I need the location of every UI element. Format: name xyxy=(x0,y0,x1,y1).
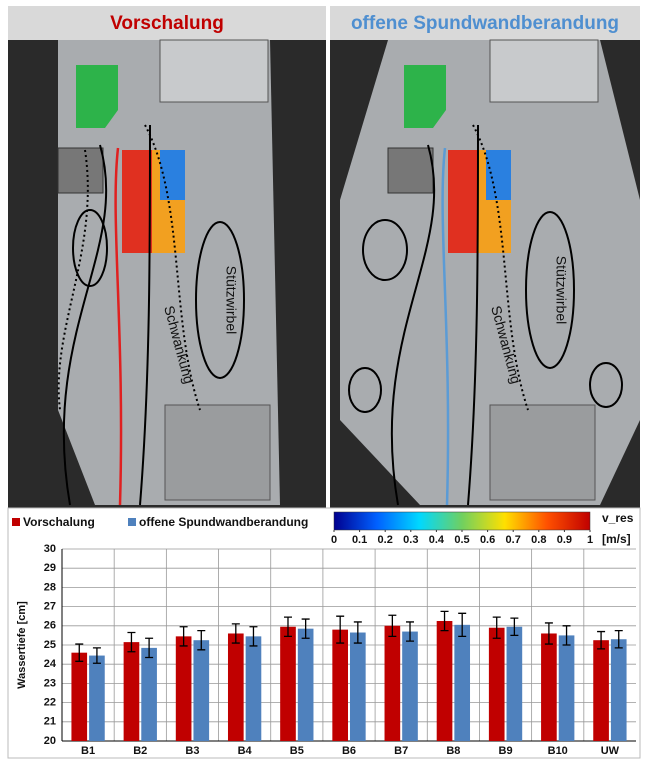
y-tick-label: 23 xyxy=(44,677,56,689)
figure: Vorschalung offene Spundwandberandung St… xyxy=(0,0,646,761)
y-tick-label: 26 xyxy=(44,620,56,632)
colorbar-tick-label: 0.9 xyxy=(557,534,572,546)
legend-label: offene Spundwandberandung xyxy=(139,515,308,529)
bar xyxy=(246,636,262,741)
bar xyxy=(350,633,366,741)
x-tick-label: B9 xyxy=(499,745,513,757)
colorbar-tick-label: 0.5 xyxy=(454,534,469,546)
x-tick-label: B8 xyxy=(446,745,460,757)
bar xyxy=(141,648,157,741)
bar xyxy=(437,621,453,741)
colorbar-tick-label: 0.2 xyxy=(378,534,393,546)
y-tick-label: 28 xyxy=(44,581,56,593)
bar xyxy=(593,640,609,741)
x-tick-label: B10 xyxy=(548,745,568,757)
photo-left: Stützwirbel Schwankung xyxy=(8,40,326,508)
colorbar-tick-label: 0.4 xyxy=(429,534,445,546)
bar xyxy=(298,629,314,741)
legend-swatch xyxy=(128,518,136,526)
bar xyxy=(611,639,627,741)
bar xyxy=(89,656,105,741)
bar xyxy=(559,635,575,741)
legend-label: Vorschalung xyxy=(23,515,95,529)
bar xyxy=(541,633,557,741)
y-tick-label: 20 xyxy=(44,735,56,747)
y-tick-label: 27 xyxy=(44,601,56,613)
bar xyxy=(454,625,470,741)
y-axis-label: Wassertiefe [cm] xyxy=(16,601,28,689)
annotation: Stützwirbel xyxy=(223,266,239,334)
y-tick-label: 24 xyxy=(44,658,57,670)
panel-title: offene Spundwandberandung xyxy=(351,13,619,34)
colorbar-tick-label: 0 xyxy=(331,534,337,546)
annotation: Stützwirbel xyxy=(553,256,569,324)
x-tick-label: B3 xyxy=(185,745,199,757)
bar xyxy=(280,627,296,741)
x-tick-label: B6 xyxy=(342,745,356,757)
bar xyxy=(402,632,418,741)
x-tick-label: B1 xyxy=(81,745,95,757)
bar xyxy=(385,626,401,741)
bar xyxy=(489,628,505,741)
y-tick-label: 21 xyxy=(44,716,56,728)
colorbar xyxy=(334,512,590,530)
colorbar-unit: [m/s] xyxy=(602,532,631,546)
bar xyxy=(507,627,523,741)
y-tick-label: 30 xyxy=(44,543,56,555)
bar xyxy=(176,636,192,741)
photo-right: Stützwirbel Schwankung xyxy=(330,40,640,508)
bar xyxy=(193,640,209,741)
bar xyxy=(332,630,348,741)
bar xyxy=(71,653,87,741)
x-tick-label: B7 xyxy=(394,745,408,757)
colorbar-tick-label: 0.8 xyxy=(531,534,546,546)
bar xyxy=(124,642,140,741)
y-tick-label: 25 xyxy=(44,639,56,651)
x-tick-label: B4 xyxy=(238,745,253,757)
x-tick-label: B5 xyxy=(290,745,304,757)
panel-title: Vorschalung xyxy=(110,13,224,34)
colorbar-title: v_res xyxy=(602,511,634,525)
bar xyxy=(228,633,244,741)
colorbar-tick-label: 0.1 xyxy=(352,534,367,546)
y-tick-label: 29 xyxy=(44,562,56,574)
colorbar-tick-label: 0.6 xyxy=(480,534,495,546)
legend-swatch xyxy=(12,518,20,526)
colorbar-tick-label: 1 xyxy=(587,534,593,546)
colorbar-tick-label: 0.7 xyxy=(506,534,521,546)
y-tick-label: 22 xyxy=(44,697,56,709)
x-tick-label: B2 xyxy=(133,745,147,757)
colorbar-tick-label: 0.3 xyxy=(403,534,418,546)
x-tick-label: UW xyxy=(601,745,620,757)
